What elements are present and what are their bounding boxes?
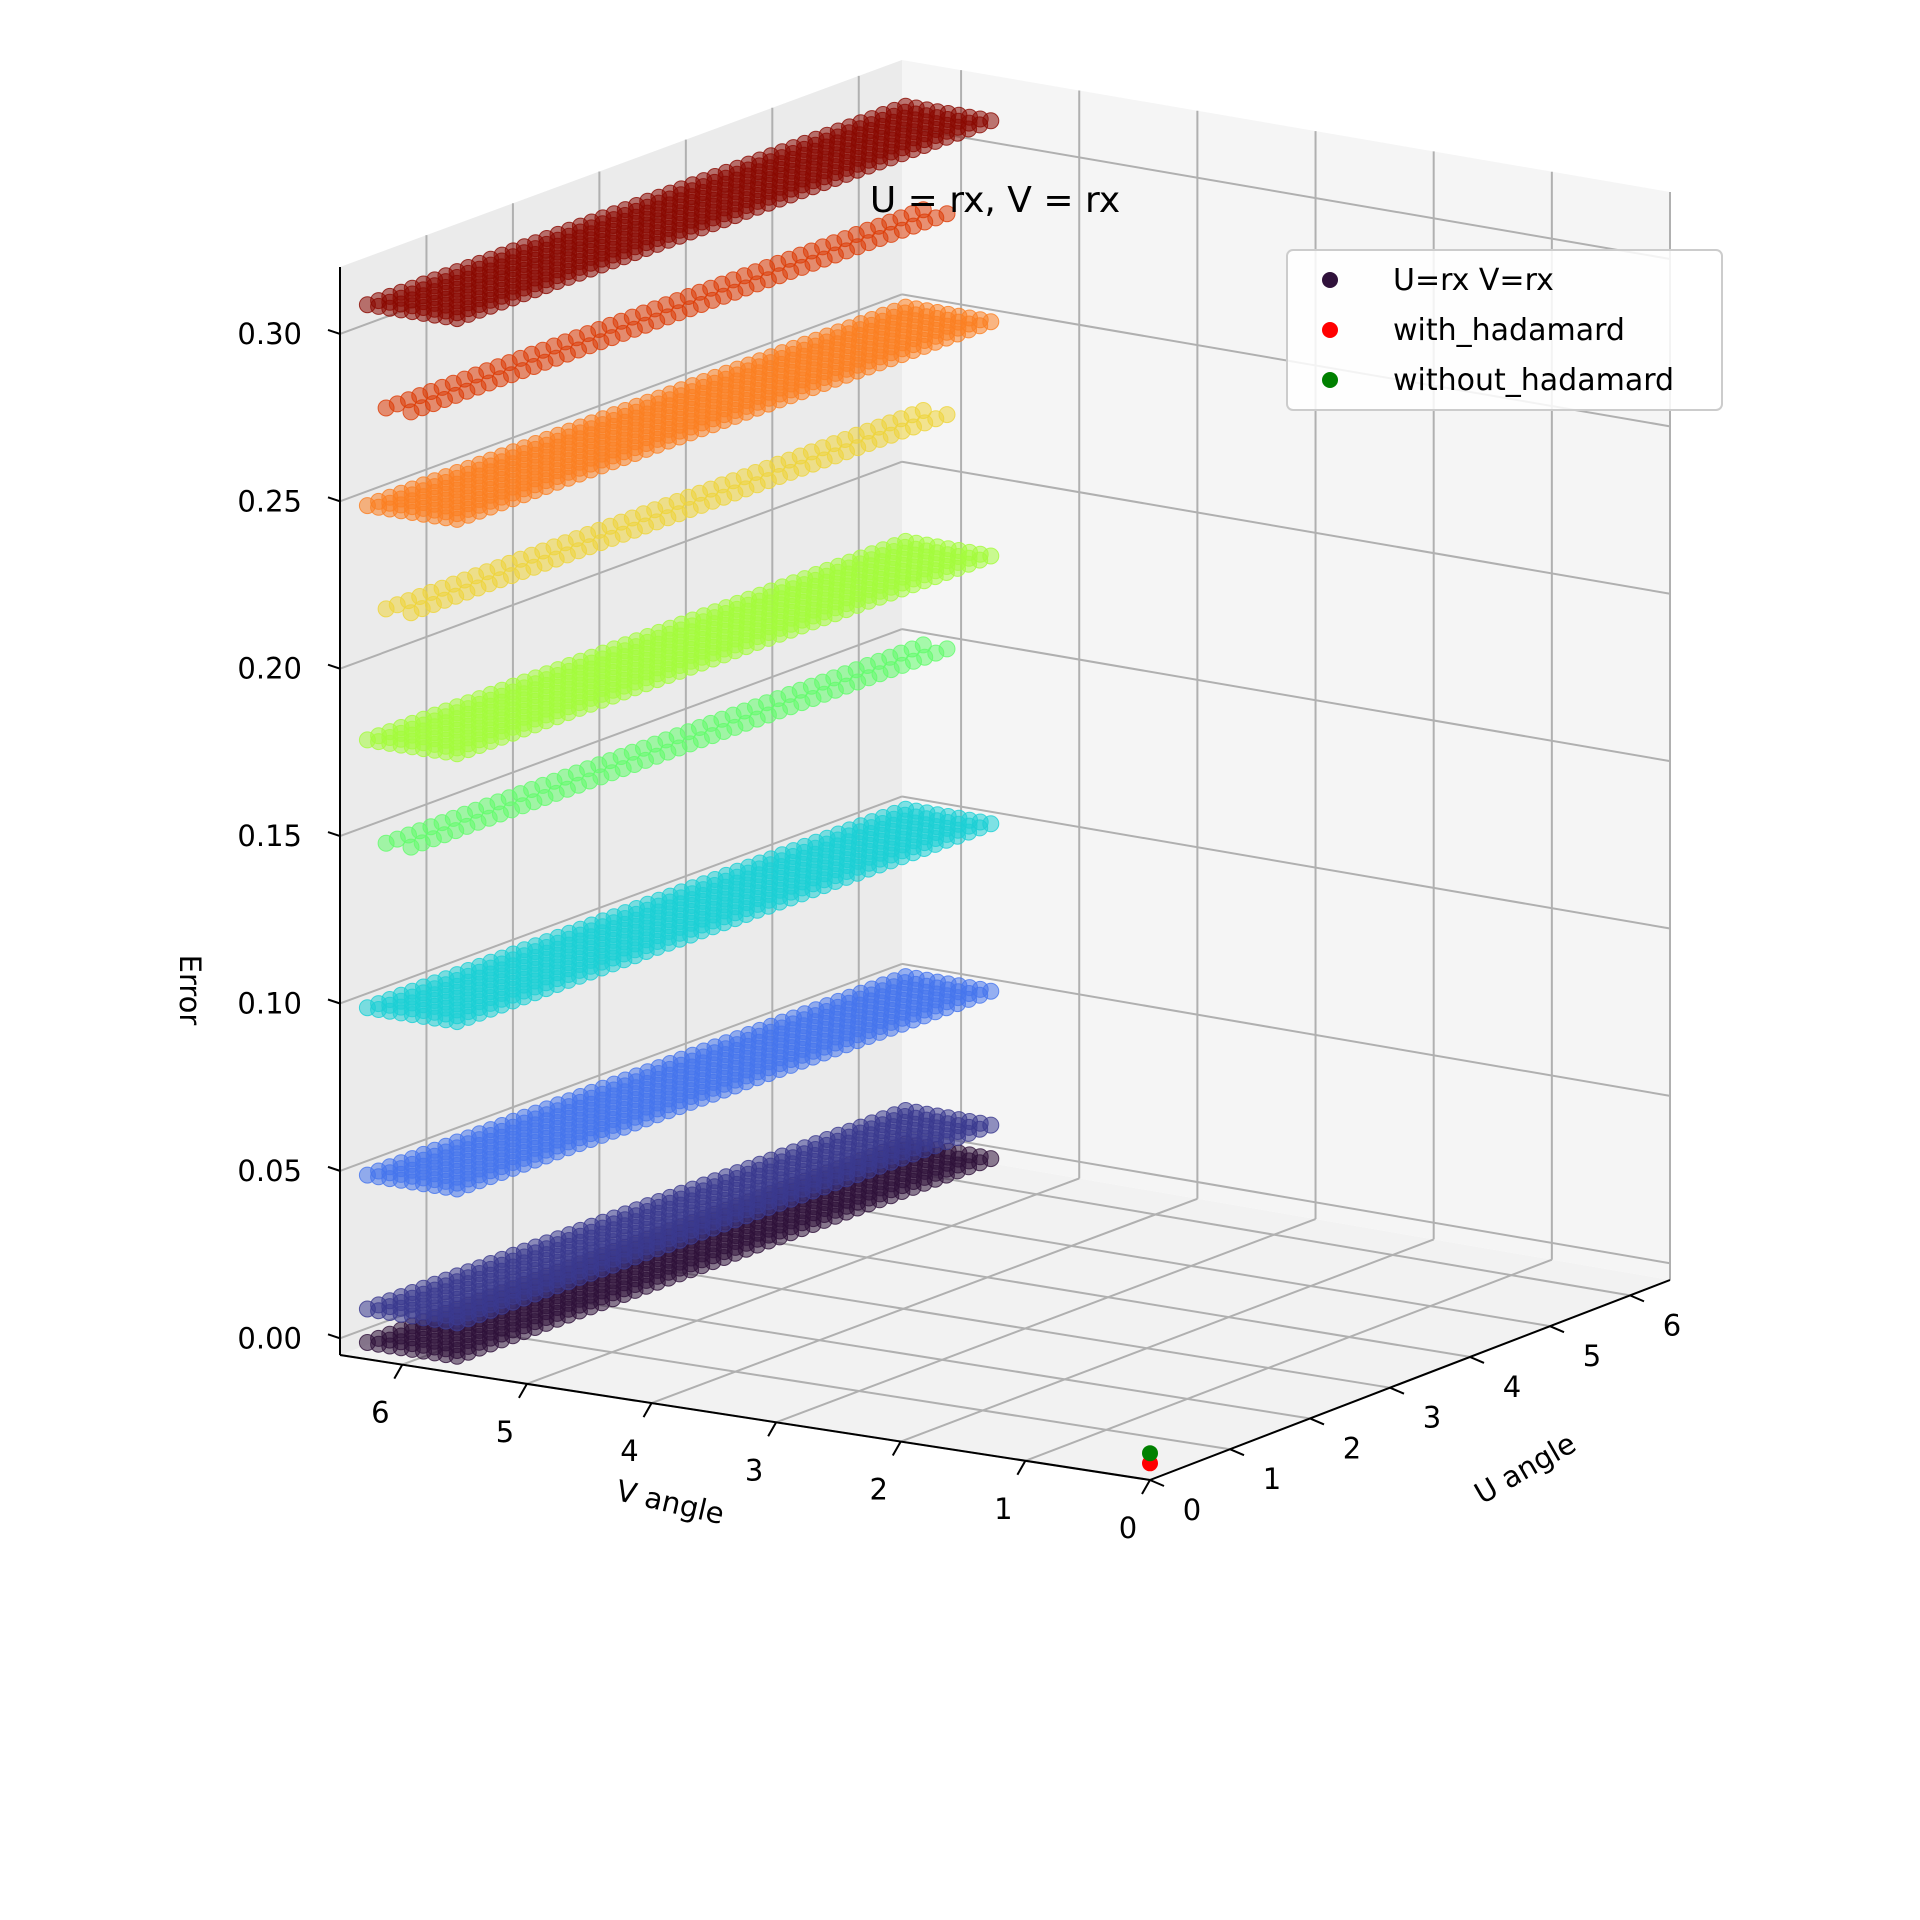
z-tick-mark-0.05 — [327, 1165, 341, 1172]
u-tick-mark-1 — [1229, 1448, 1245, 1457]
z-tick-0.20: 0.20 — [237, 652, 302, 686]
grid-floor-u-3 — [599, 1258, 1391, 1389]
v-tick-0: 0 — [1119, 1511, 1137, 1545]
error-level-2 — [358, 968, 1000, 1198]
grid-floor-v-2 — [900, 1238, 1435, 1443]
u-tick-mark-5 — [1549, 1325, 1565, 1334]
z-tick-mark-0.15 — [327, 831, 341, 838]
x-axis-label: U angle — [1468, 1426, 1581, 1511]
point-level-4 — [914, 636, 932, 654]
z-tick-0.30: 0.30 — [237, 317, 302, 351]
grid-floor-u-6 — [858, 1162, 1631, 1297]
point-level-3 — [897, 800, 915, 818]
v-tick-6: 6 — [371, 1396, 389, 1430]
z-tick-0.25: 0.25 — [237, 484, 302, 518]
v-tick-4: 4 — [620, 1434, 638, 1468]
grid-floor-u-2 — [512, 1290, 1311, 1420]
chart-title: U = rx, V = rx — [870, 180, 1120, 221]
u-tick-3: 3 — [1423, 1401, 1441, 1435]
legend-label-without-hadamard: without_hadamard — [1393, 363, 1674, 398]
v-tick-mark-6 — [393, 1364, 404, 1380]
v-tick-mark-2 — [891, 1441, 902, 1457]
point-without_hadamard-0 — [1142, 1445, 1158, 1462]
v-tick-2: 2 — [870, 1473, 888, 1507]
u-tick-4: 4 — [1503, 1370, 1521, 1404]
v-tick-mark-4 — [642, 1402, 653, 1418]
point-level-4 — [938, 640, 956, 658]
floor-pane — [340, 1148, 1670, 1480]
grid-back-z-b-2 — [901, 795, 1671, 930]
u-tick-1: 1 — [1263, 1462, 1281, 1496]
grid-back-z-b-6 — [901, 125, 1671, 260]
u-tick-mark-4 — [1469, 1356, 1485, 1364]
legend-marker-without-hadamard — [1322, 372, 1338, 388]
u-tick-mark-6 — [1629, 1294, 1645, 1303]
z-tick-mark-0.00 — [327, 1333, 341, 1340]
grid-floor-v-4 — [651, 1197, 1198, 1405]
point-level-5 — [897, 532, 915, 550]
legend-label-series-main: U=rx V=rx — [1393, 263, 1554, 298]
point-level-9 — [897, 97, 915, 115]
v-tick-mark-3 — [767, 1421, 778, 1437]
grid-floor-v-5 — [526, 1177, 1080, 1385]
grid-back-z-b-0 — [901, 1130, 1671, 1265]
grid-back-z-a-2 — [339, 795, 903, 1005]
grid-floor-u-1 — [426, 1322, 1231, 1451]
grid-back-z-b-4 — [901, 460, 1671, 595]
u-tick-5: 5 — [1583, 1339, 1601, 1373]
error-level-3 — [358, 800, 1000, 1031]
z-tick-0.10: 0.10 — [237, 986, 302, 1020]
grid-floor-u-4 — [685, 1226, 1471, 1358]
back-pane-u — [902, 60, 1670, 1280]
point-level-2 — [897, 968, 915, 986]
grid-back-z-a-3 — [339, 628, 903, 838]
u-tick-mark-2 — [1309, 1417, 1325, 1426]
v-tick-mark-5 — [518, 1383, 528, 1399]
grid-floor-u-5 — [772, 1194, 1551, 1328]
z-tick-0.05: 0.05 — [237, 1154, 302, 1188]
u-tick-6: 6 — [1663, 1308, 1681, 1342]
z-tick-0.15: 0.15 — [237, 819, 302, 853]
v-tick-mark-1 — [1016, 1460, 1027, 1476]
grid-floor-v-3 — [775, 1218, 1316, 1424]
point-level-6 — [938, 406, 956, 424]
legend: U=rx V=rx with_hadamard without_hadamard — [1286, 249, 1723, 411]
z-tick-0.00: 0.00 — [237, 1321, 302, 1355]
v-tick-3: 3 — [745, 1453, 763, 1487]
grid-back-z-a-1 — [339, 962, 903, 1172]
u-tick-0: 0 — [1183, 1493, 1201, 1527]
scatter-points — [358, 97, 1158, 1472]
point-level-6 — [914, 402, 932, 419]
v-tick-5: 5 — [496, 1415, 514, 1449]
u-tick-mark-0 — [1149, 1479, 1165, 1487]
legend-marker-with-hadamard — [1322, 322, 1338, 338]
grid-back-z-a-4 — [339, 460, 903, 670]
v-tick-1: 1 — [994, 1492, 1012, 1526]
point-level-7 — [897, 298, 915, 316]
y-axis-label: V angle — [613, 1473, 727, 1531]
grid-floor-v-1 — [1025, 1258, 1553, 1462]
v-tick-mark-0 — [1141, 1479, 1151, 1495]
z-tick-mark-0.10 — [327, 998, 341, 1005]
z-axis-label: Error — [173, 955, 207, 1026]
z-tick-mark-0.25 — [327, 496, 341, 503]
grid-back-z-a-5 — [339, 293, 903, 503]
z-tick-mark-0.20 — [327, 663, 341, 670]
legend-marker-series-main — [1322, 272, 1338, 288]
grid-back-z-b-1 — [901, 962, 1671, 1097]
point-level-1 — [897, 1102, 915, 1119]
error-level-1 — [358, 1102, 1000, 1332]
u-tick-2: 2 — [1343, 1431, 1361, 1465]
u-tick-mark-3 — [1389, 1386, 1405, 1395]
legend-label-with-hadamard: with_hadamard — [1393, 313, 1625, 348]
grid-back-z-b-3 — [901, 628, 1671, 763]
z-tick-mark-0.30 — [327, 329, 341, 335]
